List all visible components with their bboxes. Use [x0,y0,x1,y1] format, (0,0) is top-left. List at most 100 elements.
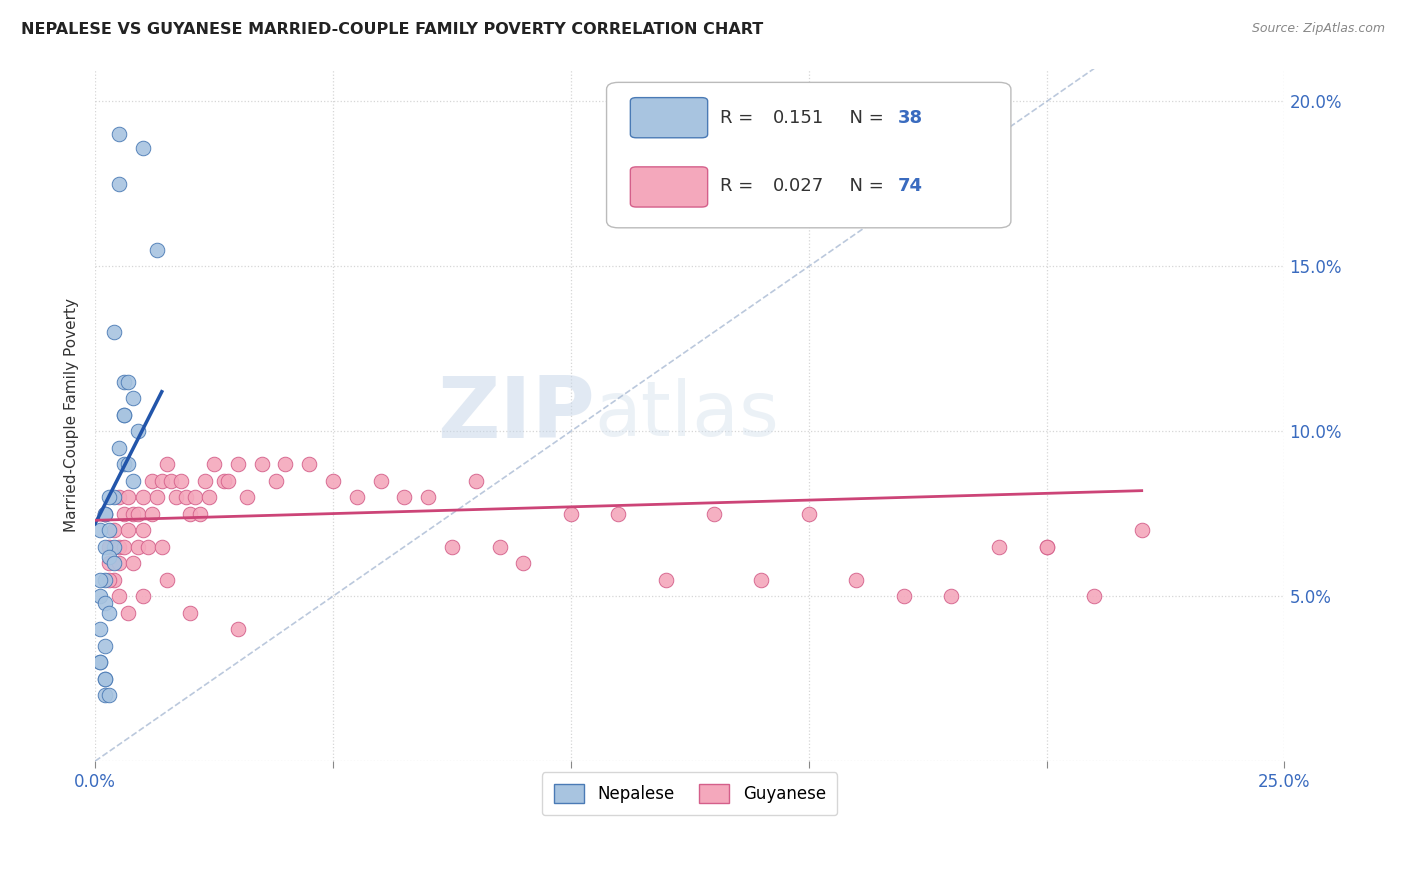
Point [174,490,197,504]
Point [89,622,111,636]
Point [103,490,125,504]
Point [512,556,534,570]
Point [132,523,155,537]
Point [112,507,135,521]
Point [236,490,259,504]
Point [1035,540,1057,554]
Point [89,573,111,587]
Point [132,589,155,603]
Point [136,540,159,554]
Text: N =: N = [838,178,890,195]
Point [89,589,111,603]
Point [346,490,368,504]
Text: N =: N = [838,110,890,128]
Point [198,490,221,504]
Point [188,507,211,521]
Text: 38: 38 [898,110,924,128]
Point [122,474,145,488]
Text: R =: R = [720,110,765,128]
Point [141,507,163,521]
Text: 74: 74 [898,178,922,195]
Point [132,141,155,155]
Point [179,606,201,620]
Point [93,573,115,587]
Point [98,556,121,570]
Point [127,507,149,521]
Text: 0.027: 0.027 [773,178,824,195]
Point [93,672,115,686]
Point [112,457,135,471]
Point [132,490,155,504]
Point [89,523,111,537]
Legend: Nepalese, Guyanese: Nepalese, Guyanese [543,772,838,815]
Point [103,540,125,554]
Point [98,490,121,504]
Point [108,540,131,554]
Point [122,507,145,521]
Point [146,490,169,504]
Point [274,457,297,471]
Point [845,573,868,587]
Point [98,573,121,587]
Point [150,540,173,554]
Point [202,457,225,471]
Point [117,490,139,504]
Text: ZIP: ZIP [437,373,595,457]
FancyBboxPatch shape [630,167,707,207]
Point [226,457,249,471]
Point [93,507,115,521]
Point [988,540,1011,554]
Point [112,408,135,422]
Point [322,474,344,488]
Point [93,507,115,521]
Point [226,622,249,636]
Text: Source: ZipAtlas.com: Source: ZipAtlas.com [1251,22,1385,36]
Point [93,596,115,610]
Point [112,408,135,422]
Point [98,540,121,554]
Point [655,573,678,587]
Point [250,457,273,471]
Point [117,523,139,537]
Point [98,549,121,564]
Point [703,507,725,521]
Point [89,655,111,669]
Point [93,507,115,521]
Point [108,128,131,142]
Point [418,490,440,504]
Point [155,573,177,587]
Point [122,392,145,406]
Point [108,589,131,603]
Point [103,556,125,570]
Point [179,507,201,521]
Point [560,507,582,521]
Point [122,556,145,570]
Point [141,474,163,488]
Text: 0.151: 0.151 [773,110,824,128]
Point [93,672,115,686]
Y-axis label: Married-Couple Family Poverty: Married-Couple Family Poverty [65,298,79,532]
Point [797,507,820,521]
Point [112,540,135,554]
Point [98,523,121,537]
Point [893,589,915,603]
Point [264,474,287,488]
Point [103,326,125,340]
Point [440,540,463,554]
Point [108,177,131,191]
Point [160,474,183,488]
Point [108,441,131,455]
Point [749,573,772,587]
Point [93,540,115,554]
Point [98,688,121,702]
Point [1130,523,1153,537]
Point [1035,540,1057,554]
Point [170,474,193,488]
Point [103,523,125,537]
FancyBboxPatch shape [606,82,1011,227]
Point [298,457,321,471]
Text: NEPALESE VS GUYANESE MARRIED-COUPLE FAMILY POVERTY CORRELATION CHART: NEPALESE VS GUYANESE MARRIED-COUPLE FAMI… [21,22,763,37]
Point [117,375,139,389]
Point [370,474,392,488]
Point [150,474,173,488]
